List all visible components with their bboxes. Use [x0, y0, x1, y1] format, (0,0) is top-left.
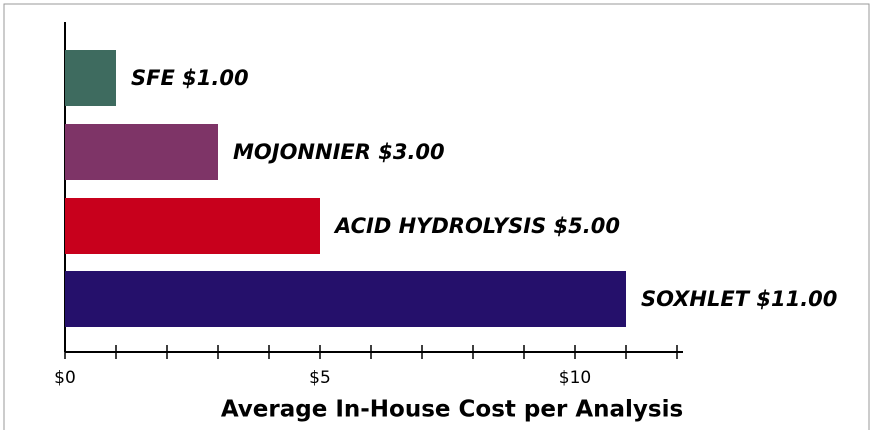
bar: [65, 198, 320, 254]
bar-category: MOJONNIER: [233, 140, 371, 164]
bar-category: ACID HYDROLYSIS: [333, 214, 546, 238]
bar-label: ACID HYDROLYSIS $5.00: [333, 214, 620, 238]
x-tick-label: $5: [309, 368, 331, 388]
bar-label: SOXHLET $11.00: [641, 287, 837, 311]
bar-category: SOXHLET: [641, 287, 751, 311]
bar: [65, 124, 218, 180]
bar-label: MOJONNIER $3.00: [233, 140, 445, 164]
bar: [65, 50, 116, 106]
x-axis-title: Average In-House Cost per Analysis: [221, 397, 683, 423]
bar-value-label: $3.00: [378, 140, 444, 164]
bar-label: SFE $1.00: [131, 66, 249, 90]
x-tick-label: $10: [559, 368, 591, 388]
x-tick-label: $0: [54, 368, 76, 388]
bar-value-label: $1.00: [182, 66, 248, 90]
bar-value-label: $11.00: [756, 287, 837, 311]
frame: [3, 3, 870, 430]
bar: [65, 271, 626, 327]
bar-value-label: $5.00: [554, 214, 620, 238]
bar-category: SFE: [131, 66, 175, 90]
